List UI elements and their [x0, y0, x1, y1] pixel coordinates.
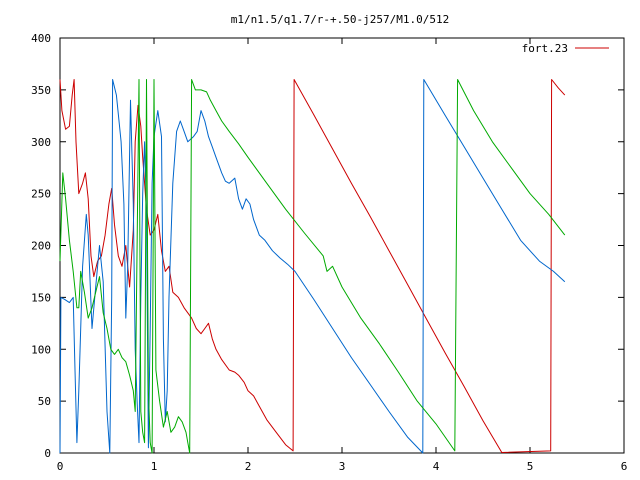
chart-title: m1/n1.5/q1.7/r-+.50-j257/M1.0/512	[231, 13, 450, 26]
y-tick-label: 200	[31, 240, 51, 253]
y-tick-label: 300	[31, 136, 51, 149]
series-line-1	[59, 79, 566, 453]
series-line-2	[59, 79, 566, 454]
x-tick-label: 0	[57, 460, 64, 473]
x-tick-label: 5	[527, 460, 534, 473]
legend-label: fort.23	[522, 42, 568, 55]
legend: fort.23	[522, 42, 609, 55]
y-tick-label: 400	[31, 32, 51, 45]
series-group	[59, 79, 566, 454]
y-tick-label: 150	[31, 291, 51, 304]
y-tick-label: 350	[31, 84, 51, 97]
series-line-3	[59, 79, 566, 454]
x-tick-label: 2	[245, 460, 252, 473]
x-tick-label: 3	[339, 460, 346, 473]
y-axis-ticks: 0 50 100 150 200 250 300 350 400	[31, 32, 624, 460]
x-axis-ticks: 0 1 2 3 4 5 6	[57, 38, 628, 473]
y-tick-label: 50	[38, 395, 51, 408]
x-tick-label: 1	[151, 460, 158, 473]
y-tick-label: 100	[31, 343, 51, 356]
y-tick-label: 0	[44, 447, 51, 460]
y-tick-label: 250	[31, 188, 51, 201]
x-tick-label: 4	[433, 460, 440, 473]
x-tick-label: 6	[621, 460, 628, 473]
